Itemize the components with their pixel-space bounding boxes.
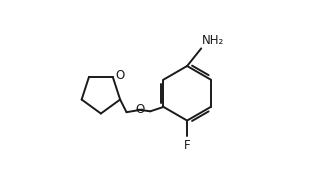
Text: NH₂: NH₂ xyxy=(202,34,224,47)
Text: O: O xyxy=(116,69,125,82)
Text: F: F xyxy=(184,139,191,152)
Text: O: O xyxy=(135,103,144,116)
